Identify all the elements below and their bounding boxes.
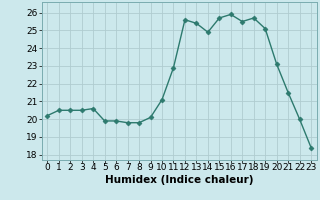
X-axis label: Humidex (Indice chaleur): Humidex (Indice chaleur) xyxy=(105,175,253,185)
